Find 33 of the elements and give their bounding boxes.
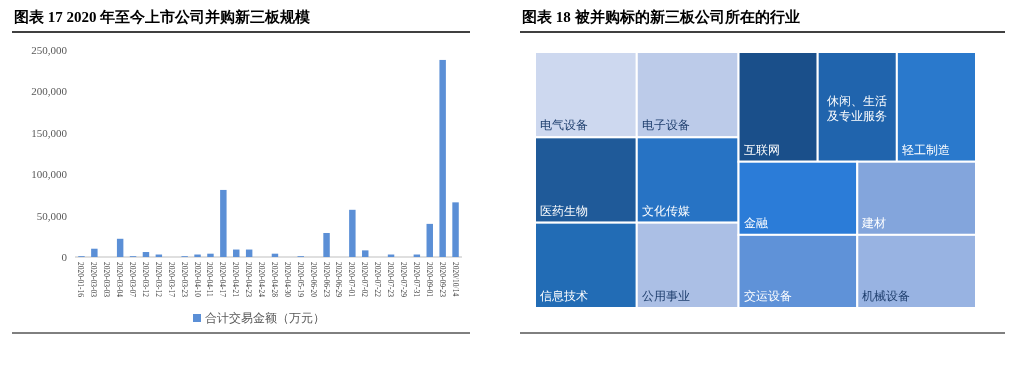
y-tick-label: 0 [61, 251, 68, 263]
chart-title: 图表 17 2020 年至今上市公司并购新三板规模 [14, 8, 312, 25]
bar [116, 238, 124, 257]
category-label: 公用事业 [641, 289, 690, 303]
y-tick-label: 150,000 [31, 126, 68, 139]
category-label: 互联网 [743, 142, 780, 157]
category-label: 信息技术 [540, 289, 588, 303]
category-label: 休闲、生活及专业服务 [827, 93, 888, 123]
bar [142, 252, 150, 257]
category-label: 交运设备 [743, 289, 792, 303]
category-label: 电气设备 [540, 118, 588, 133]
category-label: 机械设备 [862, 289, 911, 303]
y-tick-label: 250,000 [31, 44, 68, 56]
bar [349, 209, 356, 257]
y-tick-label: 200,000 [31, 85, 68, 98]
category-label: 轻工制造 [901, 142, 950, 157]
category-label: 金融 [743, 215, 768, 230]
bar [323, 232, 330, 257]
bar [91, 248, 98, 257]
y-tick-label: 50,000 [36, 209, 68, 222]
category-label: 建材 [861, 215, 887, 230]
bar [452, 202, 459, 257]
text: 图表 18 被并购标的新三板公司所在的行业 [522, 8, 800, 25]
y-tick-label: 100,000 [31, 168, 68, 181]
bar [220, 189, 227, 257]
bar [207, 253, 214, 257]
category-label: 文化传媒 [641, 203, 690, 218]
category-label: 医药生物 [540, 203, 588, 218]
bar [426, 223, 433, 257]
legend-label: 合计交易金额（万元） [205, 311, 325, 325]
bar [439, 59, 446, 257]
bar [362, 250, 369, 257]
category-label: 电子设备 [641, 118, 690, 133]
